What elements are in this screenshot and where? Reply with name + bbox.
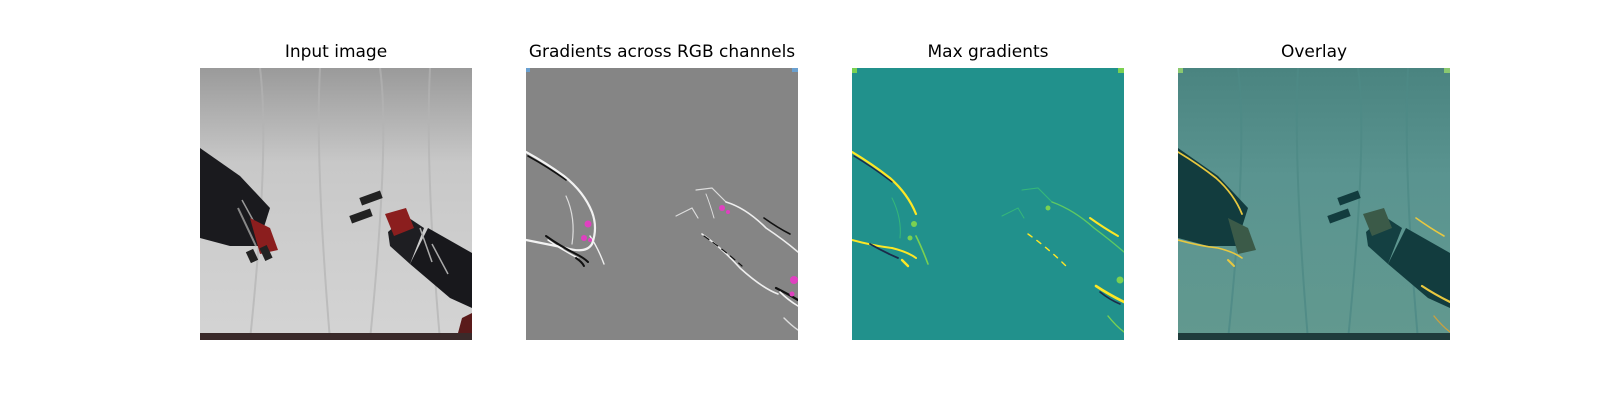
left-robot-arm [200,148,278,264]
panel-title: Gradients across RGB channels [528,42,796,62]
panel-rgb-gradients: Gradients across RGB channels [526,40,798,340]
panel-title: Input image [284,42,388,62]
input-image [200,68,472,340]
panel-overlay: Overlay [1178,40,1450,340]
right-robot-arm [349,190,472,333]
rgb-gradient-image [526,68,798,340]
overlay-image [1178,68,1450,340]
panel-title: Max gradients [927,42,1049,62]
max-gradient-image [852,68,1124,340]
panel-max-gradients: Max gradients [852,40,1124,340]
panel-title: Overlay [1280,42,1348,62]
panel-input-image: Input image [200,40,472,340]
